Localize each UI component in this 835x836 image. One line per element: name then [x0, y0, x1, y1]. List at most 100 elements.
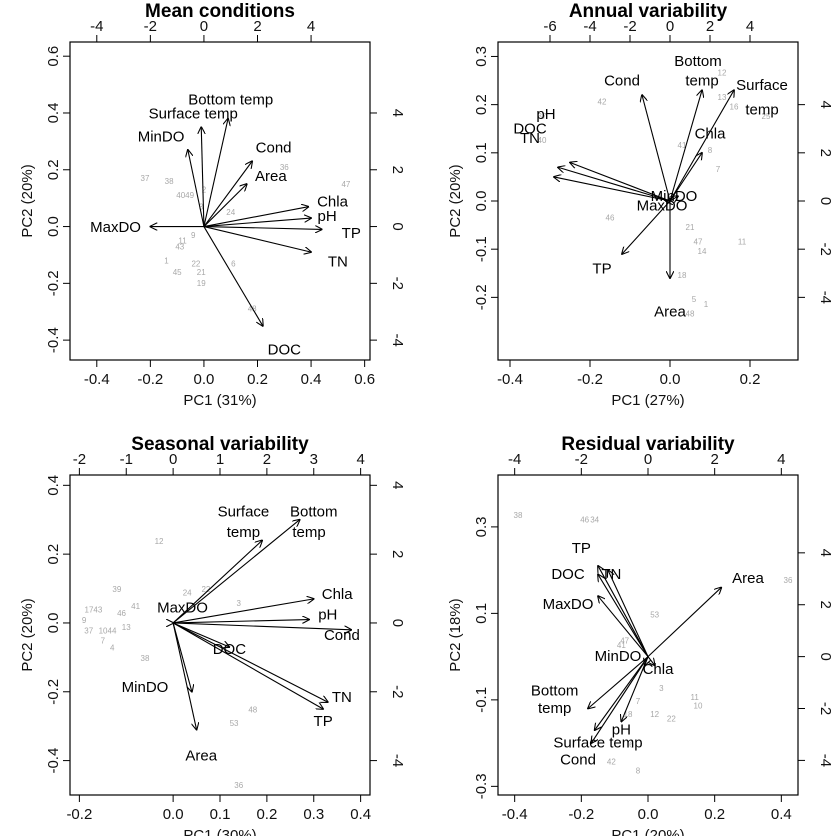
- observation-label: 14: [698, 247, 707, 256]
- observation-label: 37: [141, 174, 150, 183]
- observation-label: 48: [686, 310, 695, 319]
- x-tick-label: 0.3: [303, 806, 324, 823]
- loading-arrow-mindo: [172, 622, 192, 692]
- x-tick-label: 0.2: [247, 371, 268, 388]
- variable-label-area: Area: [185, 748, 217, 765]
- right-tick-label: 0: [817, 652, 834, 660]
- x-tick-label: -0.2: [137, 371, 163, 388]
- variable-label-area: Area: [654, 304, 686, 321]
- variable-label-bottom: Bottom: [674, 53, 722, 70]
- loading-arrow-bottom: [588, 656, 649, 709]
- x-tick-label: -0.2: [568, 806, 594, 823]
- top-tick-label: 1: [216, 451, 224, 468]
- y-tick-label: -0.4: [45, 748, 62, 774]
- loading-arrow-area: [647, 587, 721, 658]
- right-tick-label: 4: [817, 100, 834, 108]
- top-tick-label: 0: [644, 451, 652, 468]
- top-tick-label: -2: [73, 451, 86, 468]
- top-tick-label: 4: [746, 18, 754, 35]
- y-tick-label: 0.1: [473, 603, 490, 624]
- x-tick-label: 0.2: [256, 806, 277, 823]
- loading-arrow-area: [203, 184, 247, 227]
- right-tick-label: 4: [389, 109, 406, 117]
- top-tick-label: -1: [120, 451, 133, 468]
- observation-label: 7: [716, 165, 721, 174]
- x-tick-label: -0.4: [84, 371, 110, 388]
- loading-arrow-cond: [173, 622, 351, 630]
- variable-label-temp: temp: [292, 524, 325, 541]
- observation-label: 9: [191, 231, 196, 240]
- loading-arrow-cond: [642, 95, 671, 202]
- observation-label: 36: [280, 163, 289, 172]
- variable-label-chla: Chla: [695, 125, 727, 142]
- observation-label: 10: [694, 702, 703, 711]
- variable-label-cond: Cond: [256, 140, 292, 157]
- x-tick-label: 0.4: [771, 806, 792, 823]
- x-tick-label: 0.1: [210, 806, 231, 823]
- variable-label-tp: TP: [592, 260, 611, 277]
- observation-label: 9: [82, 616, 87, 625]
- observation-label: 37: [84, 626, 93, 635]
- variable-label-bottom: Bottom: [531, 683, 579, 700]
- loading-arrow-area: [172, 622, 196, 730]
- loading-arrow-surface-temp: [595, 656, 649, 731]
- variable-label-tn: TN: [332, 689, 352, 706]
- y-tick-label: -0.2: [45, 679, 62, 705]
- observation-label: 47: [620, 637, 629, 646]
- observation-label: 37: [538, 112, 547, 121]
- observation-label: 36: [234, 781, 243, 790]
- variable-label-tp: TP: [342, 225, 361, 242]
- x-tick-label: 0.2: [740, 371, 761, 388]
- top-tick-label: 0: [200, 18, 208, 35]
- loading-arrow-chla: [669, 153, 702, 202]
- top-tick-label: -4: [90, 18, 103, 35]
- observation-label: 24: [183, 588, 192, 597]
- top-tick-label: -2: [623, 18, 636, 35]
- observation-label: 38: [141, 654, 150, 663]
- observation-label: 1743: [85, 606, 103, 615]
- variable-label-area: Area: [732, 570, 764, 587]
- y-axis-label: PC2 (20%): [19, 164, 36, 237]
- x-tick-label: 0.0: [193, 371, 214, 388]
- variable-label-cond: Cond: [604, 72, 640, 89]
- observation-label: 18: [678, 271, 687, 280]
- variable-label-maxdo: MaxDO: [637, 198, 688, 215]
- variable-label-temp: temp: [685, 72, 718, 89]
- top-tick-label: 2: [706, 18, 714, 35]
- right-tick-label: 0: [389, 619, 406, 627]
- loading-arrow-tp: [622, 200, 671, 254]
- panel-title: Seasonal variability: [131, 434, 309, 455]
- observation-label: 42: [607, 758, 616, 767]
- panel-mean-conditions: Mean conditions -0.4 -0.2 0.0 0.2 0.4 0.6 -4 -2 0…: [19, 1, 406, 409]
- variable-label-doc: DOC: [268, 341, 302, 358]
- observation-label: 39: [112, 585, 121, 594]
- y-tick-label: 0.4: [45, 103, 62, 124]
- x-axis-label: PC1 (20%): [611, 827, 684, 836]
- variable-label-temp: temp: [745, 101, 778, 118]
- variable-label-surface: Surface: [736, 77, 788, 94]
- y-tick-label: -0.1: [473, 687, 490, 713]
- variable-label-mindo: MinDO: [138, 128, 185, 145]
- x-tick-label: -0.4: [497, 371, 523, 388]
- variable-label-maxdo: MaxDO: [543, 596, 594, 613]
- variable-label-cond: Cond: [560, 752, 596, 769]
- top-tick-label: -4: [508, 451, 521, 468]
- loading-arrow-tn: [203, 226, 311, 253]
- top-tick-label: -6: [543, 18, 556, 35]
- observation-label: 8: [708, 146, 713, 155]
- observation-label: 22: [667, 714, 676, 723]
- observation-label: 22: [191, 259, 200, 268]
- observation-label: 6: [231, 259, 236, 268]
- variable-label-ph: pH: [536, 106, 555, 123]
- observation-label: 4049: [176, 191, 194, 200]
- observation-label: 3: [659, 684, 664, 693]
- observation-label: 11: [178, 237, 187, 246]
- top-tick-label: 2: [710, 451, 718, 468]
- top-tick-label: 3: [310, 451, 318, 468]
- loading-arrow-ph: [203, 218, 311, 228]
- variable-label-bottom: Bottom: [290, 503, 338, 520]
- top-tick-label: 0: [666, 18, 674, 35]
- variable-label-ph: pH: [612, 721, 631, 738]
- observation-label: 6: [629, 740, 634, 749]
- variable-label-tn: TN: [520, 130, 540, 147]
